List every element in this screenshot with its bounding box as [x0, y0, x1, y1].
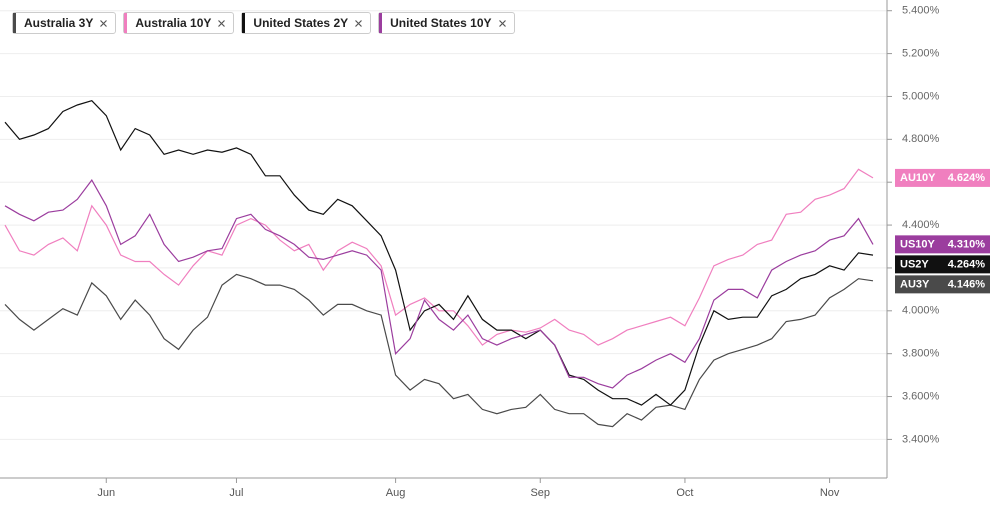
legend-label: United States 2Y	[253, 16, 349, 30]
series-line	[4, 179, 874, 389]
legend: Australia 3Y Australia 10Y United States 2…	[12, 12, 515, 34]
legend-swatch	[379, 13, 383, 33]
legend-swatch	[242, 13, 246, 33]
legend-label: Australia 3Y	[24, 16, 94, 30]
end-label-value: 4.264%	[948, 258, 986, 270]
legend-item[interactable]: United States 2Y	[241, 12, 372, 34]
y-tick-label: 5.400%	[902, 5, 940, 17]
x-tick-label: Oct	[676, 487, 693, 499]
legend-label: Australia 10Y	[135, 16, 212, 30]
end-label-tag: AU3Y	[900, 278, 930, 290]
x-tick-label: Sep	[530, 487, 550, 499]
y-tick-label: 5.200%	[902, 47, 940, 59]
end-label-value: 4.310%	[948, 238, 986, 250]
remove-icon[interactable]	[100, 19, 108, 27]
end-label-value: 4.624%	[948, 172, 986, 184]
legend-item[interactable]: Australia 10Y	[123, 12, 235, 34]
remove-icon[interactable]	[355, 19, 363, 27]
y-tick-label: 3.400%	[902, 433, 940, 445]
end-label-tag: US10Y	[900, 238, 936, 250]
legend-swatch	[124, 13, 128, 33]
legend-label: United States 10Y	[390, 16, 492, 30]
y-tick-label: 3.600%	[902, 390, 940, 402]
end-label-tag: AU10Y	[900, 172, 936, 184]
y-tick-label: 3.800%	[902, 348, 940, 360]
y-tick-label: 4.800%	[902, 133, 940, 145]
legend-item[interactable]: Australia 3Y	[12, 12, 117, 34]
end-label-box	[895, 275, 990, 294]
end-label-tag: US2Y	[900, 258, 929, 270]
series-line	[4, 100, 874, 406]
end-label-value: 4.146%	[948, 278, 986, 290]
x-tick-label: Jul	[229, 487, 243, 499]
remove-icon[interactable]	[218, 19, 226, 27]
x-tick-label: Nov	[820, 487, 840, 499]
y-tick-label: 4.000%	[902, 305, 940, 317]
y-tick-label: 5.000%	[902, 90, 940, 102]
end-label-box	[895, 255, 990, 274]
end-label-box	[895, 235, 990, 254]
x-tick-label: Jun	[97, 487, 115, 499]
y-tick-label: 4.400%	[902, 219, 940, 231]
end-label-box	[895, 168, 990, 187]
legend-swatch	[13, 13, 16, 33]
x-tick-label: Aug	[386, 487, 406, 499]
legend-item[interactable]: United States 10Y	[378, 12, 515, 34]
series-line	[4, 273, 874, 428]
series-line	[4, 168, 874, 346]
remove-icon[interactable]	[498, 19, 506, 27]
